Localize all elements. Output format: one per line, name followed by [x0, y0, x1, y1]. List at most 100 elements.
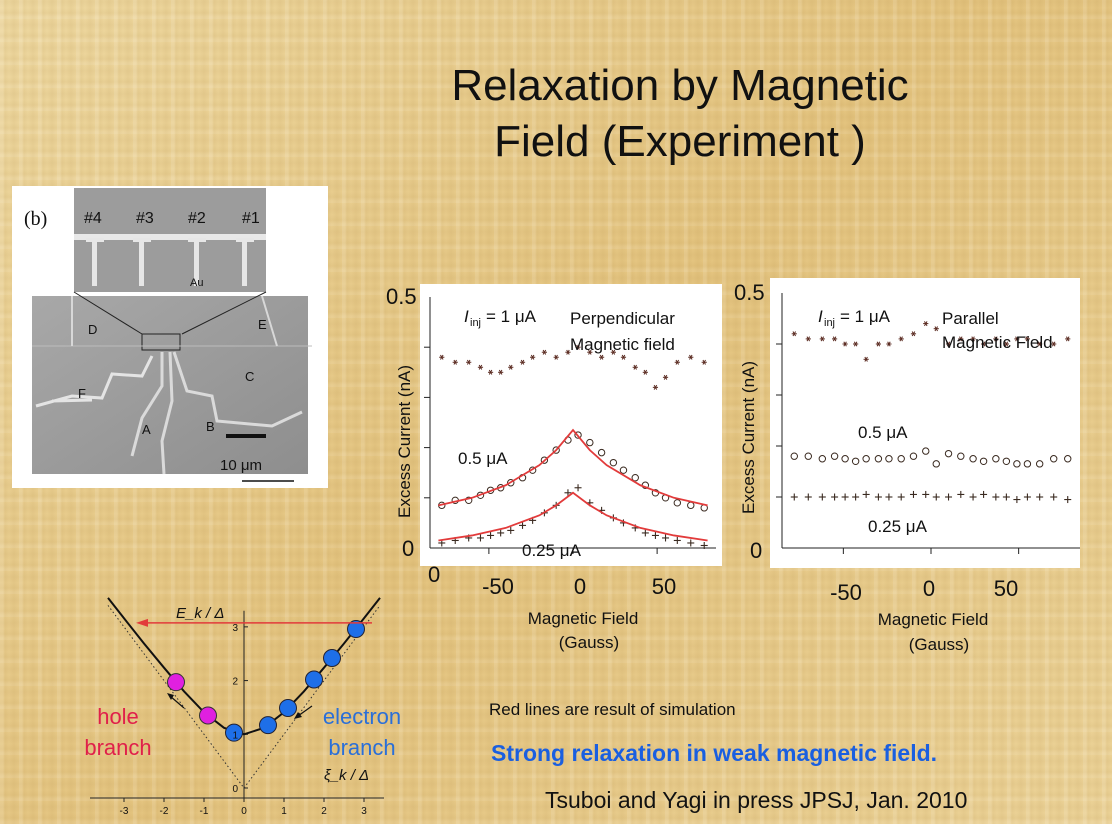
y-tick-label: 2 — [232, 677, 238, 688]
data-point — [476, 534, 484, 542]
slide-title: Relaxation by Magnetic Field (Experiment… — [330, 58, 1030, 170]
data-point — [519, 521, 527, 529]
electron-state-point — [347, 620, 365, 639]
region-label: F — [78, 386, 86, 401]
data-point — [957, 452, 965, 460]
data-point — [575, 344, 581, 350]
field-annotation-2: Magnetic Field — [942, 333, 1053, 352]
data-point — [831, 336, 838, 342]
curve-label-05: 0.5 μA — [458, 449, 508, 468]
current-value: = 1 μA — [486, 307, 537, 326]
data-point — [992, 455, 1000, 463]
data-point — [790, 452, 798, 460]
current-sub: inj — [824, 317, 835, 329]
data-point — [958, 336, 964, 342]
data-point — [992, 493, 1000, 501]
electron-branch-label-2: branch — [328, 735, 395, 760]
data-point — [530, 354, 536, 360]
current-prefix: I — [818, 307, 823, 326]
x-axis-label: ξ_k / Δ — [324, 767, 369, 784]
data-point — [553, 354, 559, 360]
data-point — [909, 490, 917, 498]
curve-label-025: 0.25 μA — [868, 517, 928, 536]
x-tick: 50 — [652, 574, 676, 599]
field-annotation-1: Perpendicular — [570, 309, 675, 328]
data-point — [651, 531, 659, 539]
hole-branch-label-1: hole — [97, 704, 139, 729]
data-point — [662, 534, 670, 542]
field-annotation-1: Parallel — [942, 309, 999, 328]
x-axis-unit: (Gauss) — [909, 635, 969, 654]
title-line-1: Relaxation by Magnetic — [451, 61, 909, 110]
data-point — [466, 359, 472, 365]
data-point — [922, 490, 930, 498]
data-point — [587, 349, 593, 355]
data-point — [886, 341, 892, 347]
sem-micrograph-panel: (b) #4 #3 #2 #1 Au — [12, 186, 328, 488]
data-point — [819, 336, 825, 342]
x-tick-label: 3 — [361, 806, 367, 817]
electron-branch-label-1: electron — [323, 704, 401, 729]
y-tick-bottom: 0 — [750, 538, 762, 563]
data-point — [1037, 341, 1043, 347]
data-point — [619, 466, 628, 474]
data-point — [574, 431, 582, 439]
data-point — [597, 448, 606, 457]
data-point — [1050, 493, 1058, 501]
data-point — [631, 474, 639, 482]
data-point — [970, 336, 976, 342]
data-point — [945, 493, 953, 501]
electron-state-point — [323, 649, 341, 668]
electron-pointer-arrow — [294, 705, 313, 719]
data-point — [1035, 460, 1044, 468]
data-point — [452, 359, 458, 365]
data-point — [969, 455, 977, 463]
data-point — [957, 490, 965, 498]
data-point — [874, 493, 882, 501]
data-point — [1002, 493, 1010, 501]
data-point — [922, 447, 930, 455]
hole-state-point — [199, 706, 217, 725]
x-tick-label: -1 — [200, 806, 209, 817]
current-prefix: I — [464, 307, 469, 326]
data-point — [507, 526, 515, 534]
data-point — [874, 455, 883, 463]
data-point — [841, 455, 849, 463]
data-point — [599, 354, 605, 360]
data-point — [945, 341, 952, 347]
data-point — [944, 449, 953, 458]
y-tick-label: 1 — [232, 730, 238, 741]
simulation-note: Red lines are result of simulation — [489, 700, 736, 719]
panel-label: (b) — [24, 208, 48, 230]
current-value: = 1 μA — [840, 307, 891, 326]
data-point — [933, 326, 939, 332]
data-point — [980, 341, 987, 347]
probe-label: #3 — [136, 210, 154, 227]
y-tick-top: 0.5 — [734, 280, 765, 305]
data-point — [674, 359, 680, 365]
region-label: B — [206, 419, 215, 434]
data-point — [540, 456, 549, 464]
asymptote-line — [107, 605, 245, 789]
data-point — [487, 369, 494, 375]
energy-arrow — [136, 618, 372, 627]
x-axis-unit: (Gauss) — [559, 633, 619, 652]
data-point — [565, 349, 571, 355]
data-point — [609, 458, 618, 467]
data-point — [830, 452, 839, 460]
probe-label: #2 — [188, 210, 206, 227]
data-point — [1013, 460, 1021, 468]
data-point — [641, 529, 649, 537]
data-point — [993, 336, 999, 342]
y-axis-label: Excess Current (nA) — [395, 365, 414, 518]
y-axis-label: Excess Current (nA) — [739, 361, 758, 514]
data-point — [818, 455, 827, 463]
data-point — [1064, 496, 1072, 504]
data-point — [662, 374, 669, 380]
data-point — [1050, 455, 1058, 463]
region-label: A — [142, 422, 151, 437]
data-point — [932, 460, 940, 468]
x-tick-label: -3 — [120, 806, 129, 817]
data-point — [804, 452, 812, 460]
parallel-field-chart: 0.5 0 Excess Current (nA) I inj = 1 μA P… — [734, 278, 1080, 654]
